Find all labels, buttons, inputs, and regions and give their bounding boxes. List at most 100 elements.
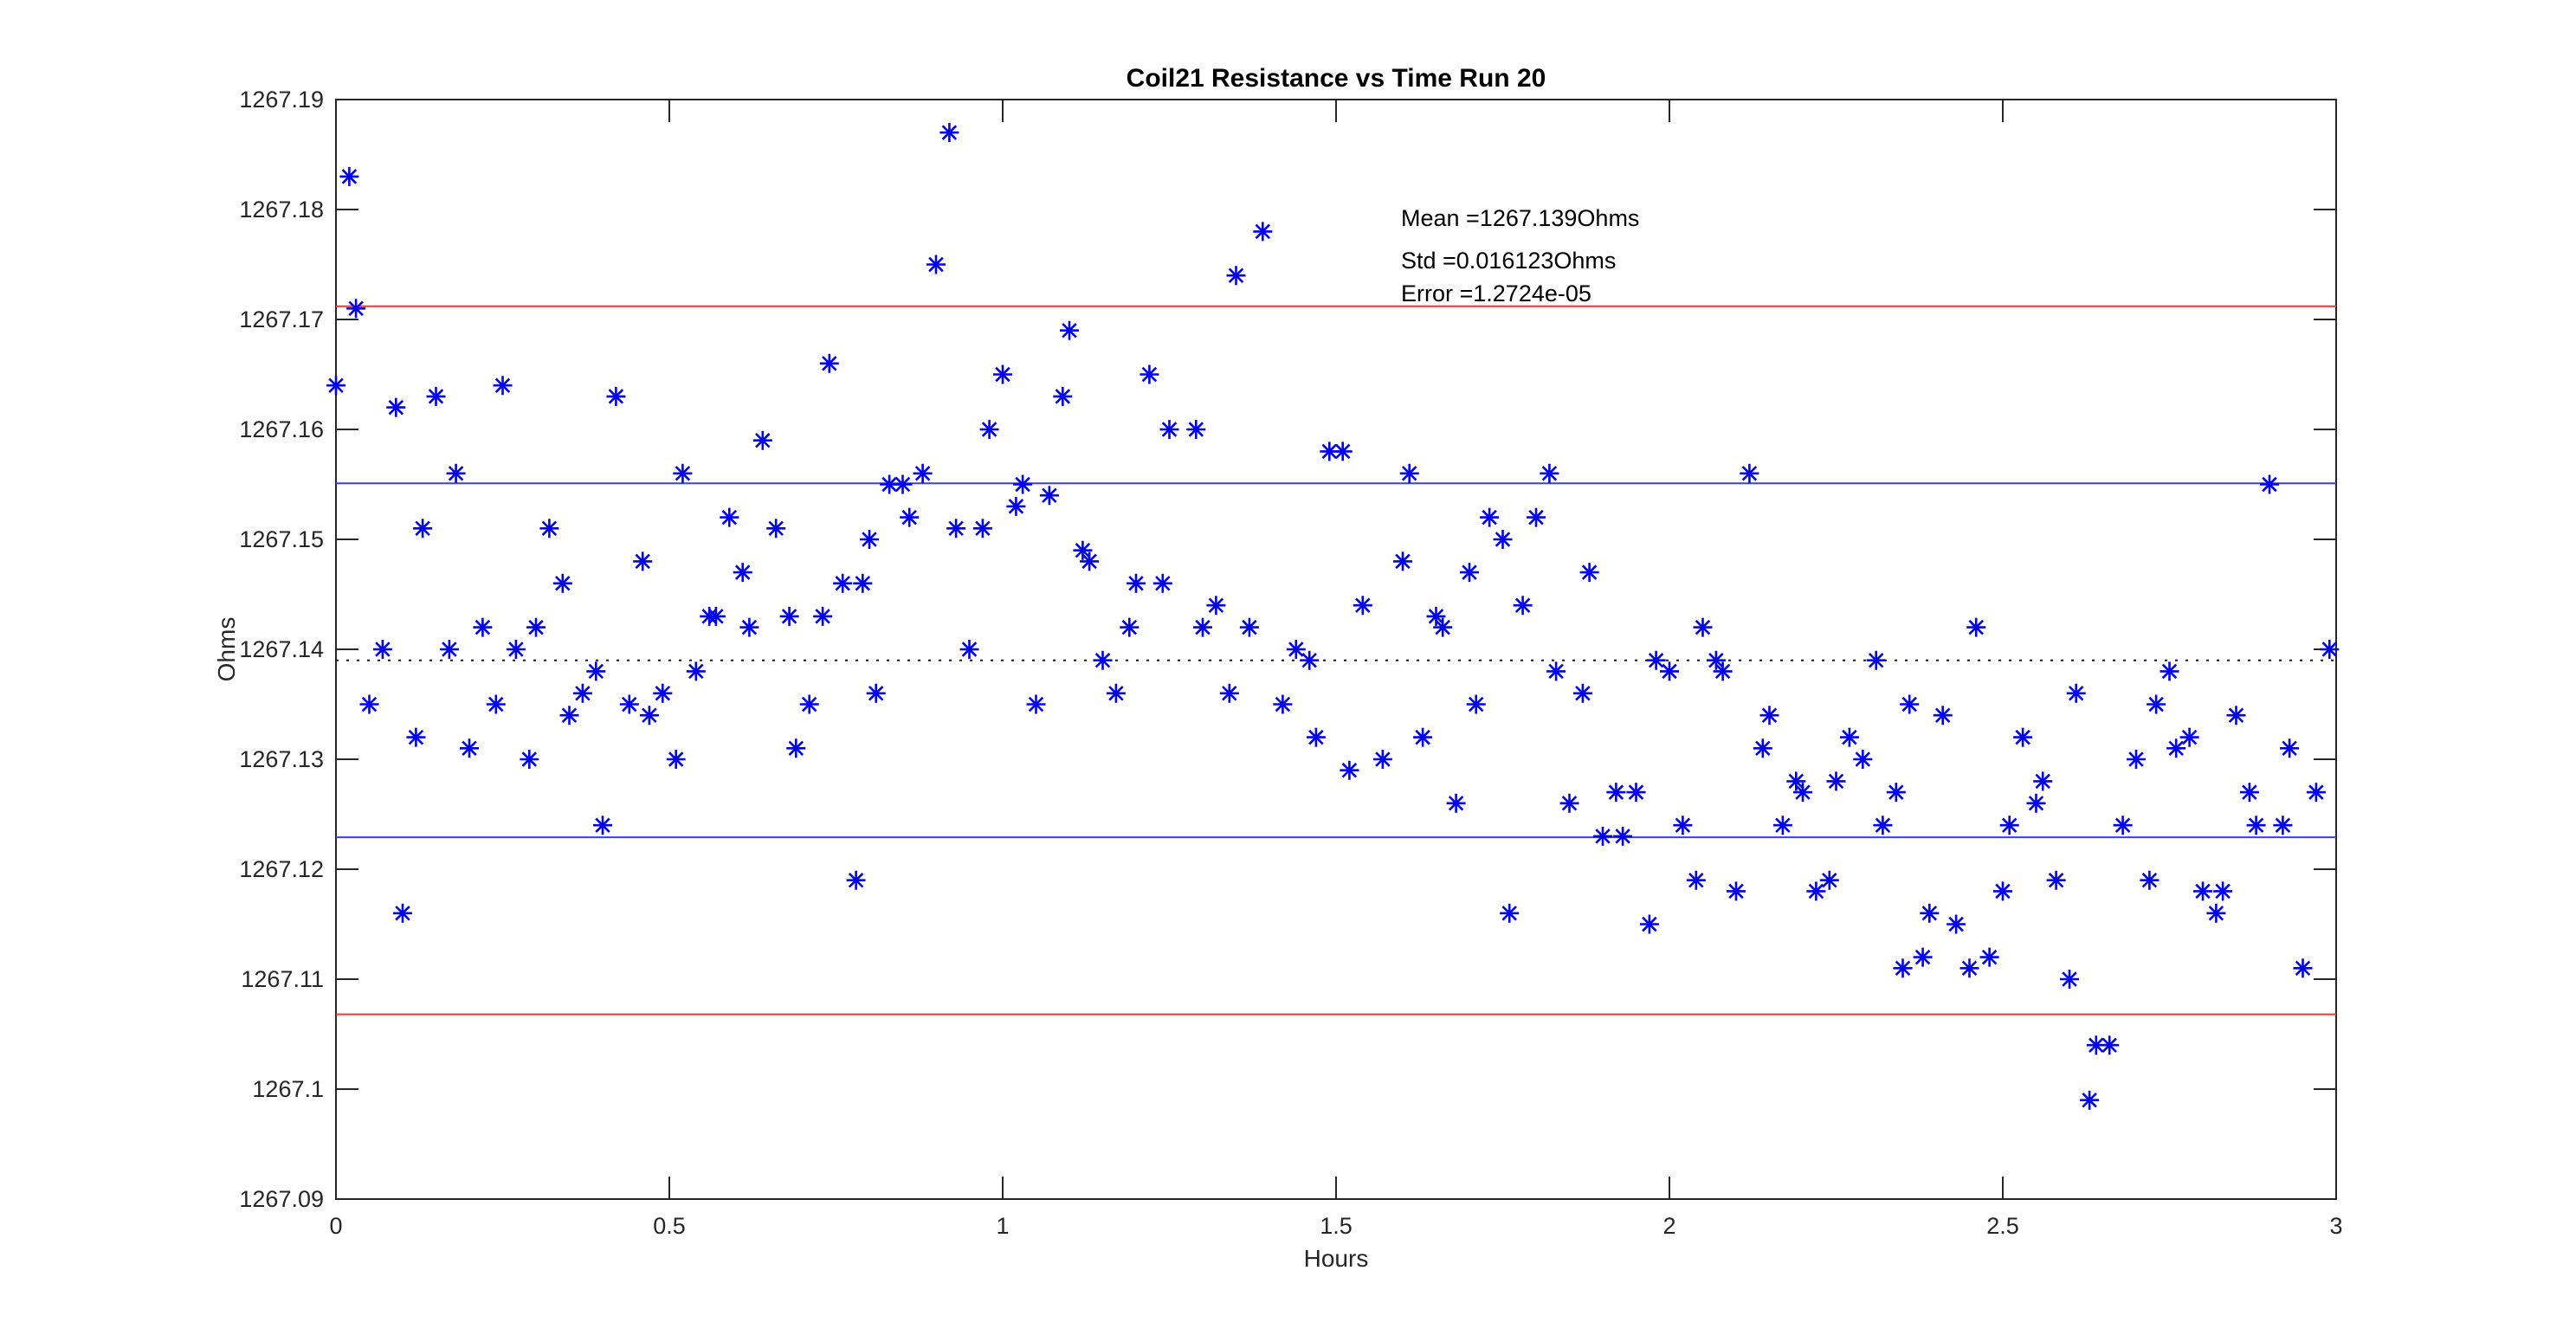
data-point-marker: [2013, 727, 2033, 747]
data-point-marker: [1540, 463, 1559, 483]
data-point-marker: [1759, 706, 1779, 726]
data-point-marker: [1226, 266, 1246, 286]
data-point-marker: [1740, 463, 1759, 483]
data-point-marker: [1159, 420, 1179, 439]
data-point-marker: [539, 519, 559, 539]
data-point-marker: [1873, 816, 1893, 835]
data-point-marker: [1686, 870, 1706, 890]
data-point-marker: [972, 519, 992, 539]
y-tick-label: 1267.1: [252, 1076, 324, 1102]
x-tick-label: 0.5: [653, 1213, 686, 1239]
data-point-marker: [2179, 727, 2199, 747]
data-point-marker: [559, 706, 579, 726]
data-point-marker: [639, 706, 659, 726]
data-point-marker: [1480, 507, 1500, 527]
data-point-marker: [2306, 783, 2326, 803]
data-point-marker: [959, 640, 979, 659]
data-point-marker: [1127, 573, 1146, 593]
data-point-marker: [1527, 507, 1546, 527]
data-point-marker: [1839, 727, 1859, 747]
data-point-marker: [1947, 914, 1966, 934]
data-point-marker: [1639, 914, 1659, 934]
data-point-marker: [413, 519, 433, 539]
data-point-marker: [1219, 683, 1239, 703]
x-tick-label: 0: [329, 1213, 342, 1239]
chart-title: Coil21 Resistance vs Time Run 20: [1126, 64, 1546, 93]
data-point-marker: [1893, 958, 1913, 978]
data-point-marker: [473, 617, 493, 637]
data-point-marker: [786, 738, 806, 758]
data-point-marker: [406, 727, 426, 747]
data-point-marker: [1693, 617, 1713, 637]
data-point-marker: [913, 463, 933, 483]
data-point-marker: [460, 738, 479, 758]
data-point-marker: [2193, 881, 2212, 901]
y-tick-label: 1267.11: [241, 966, 324, 992]
y-tick-label: 1267.14: [239, 636, 324, 662]
data-point-marker: [2066, 683, 2086, 703]
data-point-marker: [1646, 650, 1666, 670]
data-point-marker: [1660, 661, 1679, 681]
data-point-marker: [1493, 530, 1513, 549]
data-point-marker: [346, 299, 366, 319]
data-point-marker: [1806, 881, 1826, 901]
data-point-marker: [1206, 596, 1226, 616]
data-point-marker: [2246, 816, 2266, 835]
data-point-marker: [1186, 420, 1206, 439]
mean-annotation: Mean =1267.139Ohms: [1401, 205, 1640, 231]
data-point-marker: [526, 617, 546, 637]
data-point-marker: [1353, 596, 1372, 616]
data-point-marker: [686, 661, 706, 681]
data-point-marker: [359, 694, 379, 714]
data-point-marker: [846, 870, 866, 890]
data-point-marker: [1393, 551, 1412, 571]
data-point-marker: [1853, 750, 1873, 769]
data-point-marker: [326, 376, 345, 396]
data-point-marker: [666, 750, 686, 769]
data-point-marker: [1920, 903, 1940, 923]
data-point-marker: [1026, 694, 1046, 714]
data-point-marker: [2100, 1035, 2120, 1055]
data-point-marker: [2046, 870, 2066, 890]
x-axis-label: Hours: [1303, 1245, 1369, 1272]
data-point-marker: [2140, 870, 2160, 890]
data-point-marker: [1286, 640, 1306, 659]
data-point-marker: [2127, 750, 2146, 769]
data-point-marker: [386, 397, 406, 417]
data-point-marker: [1513, 596, 1533, 616]
data-point-marker: [720, 507, 739, 527]
data-point-marker: [2226, 706, 2246, 726]
data-point-marker: [1706, 650, 1726, 670]
y-tick-label: 1267.17: [239, 306, 324, 332]
data-point-marker: [633, 551, 653, 571]
data-point-marker: [1727, 881, 1746, 901]
data-point-marker: [1572, 683, 1592, 703]
y-tick-label: 1267.12: [239, 856, 324, 882]
data-point-marker: [2206, 903, 2226, 923]
data-point-marker: [766, 519, 786, 539]
data-point-marker: [706, 606, 726, 626]
data-point-marker: [1966, 617, 1986, 637]
data-point-marker: [1466, 694, 1486, 714]
data-point-marker: [1120, 617, 1140, 637]
data-point-marker: [2320, 640, 2340, 659]
data-point-marker: [880, 474, 900, 494]
data-point-marker: [939, 123, 959, 143]
data-point-marker: [1500, 903, 1520, 923]
x-tick-label: 1.5: [1320, 1213, 1353, 1239]
data-point-marker: [1613, 826, 1633, 846]
data-point-marker: [1793, 783, 1812, 803]
data-point-marker: [1253, 222, 1273, 242]
data-point-marker: [1193, 617, 1212, 637]
data-point-marker: [1886, 783, 1906, 803]
y-tick-label: 1267.16: [239, 416, 324, 442]
data-point-marker: [1460, 563, 1479, 583]
data-point-marker: [779, 606, 799, 626]
data-point-marker: [1933, 706, 1953, 726]
data-point-marker: [1579, 563, 1599, 583]
data-point-marker: [2113, 816, 2133, 835]
data-point-marker: [1626, 783, 1646, 803]
data-point-marker: [900, 507, 920, 527]
